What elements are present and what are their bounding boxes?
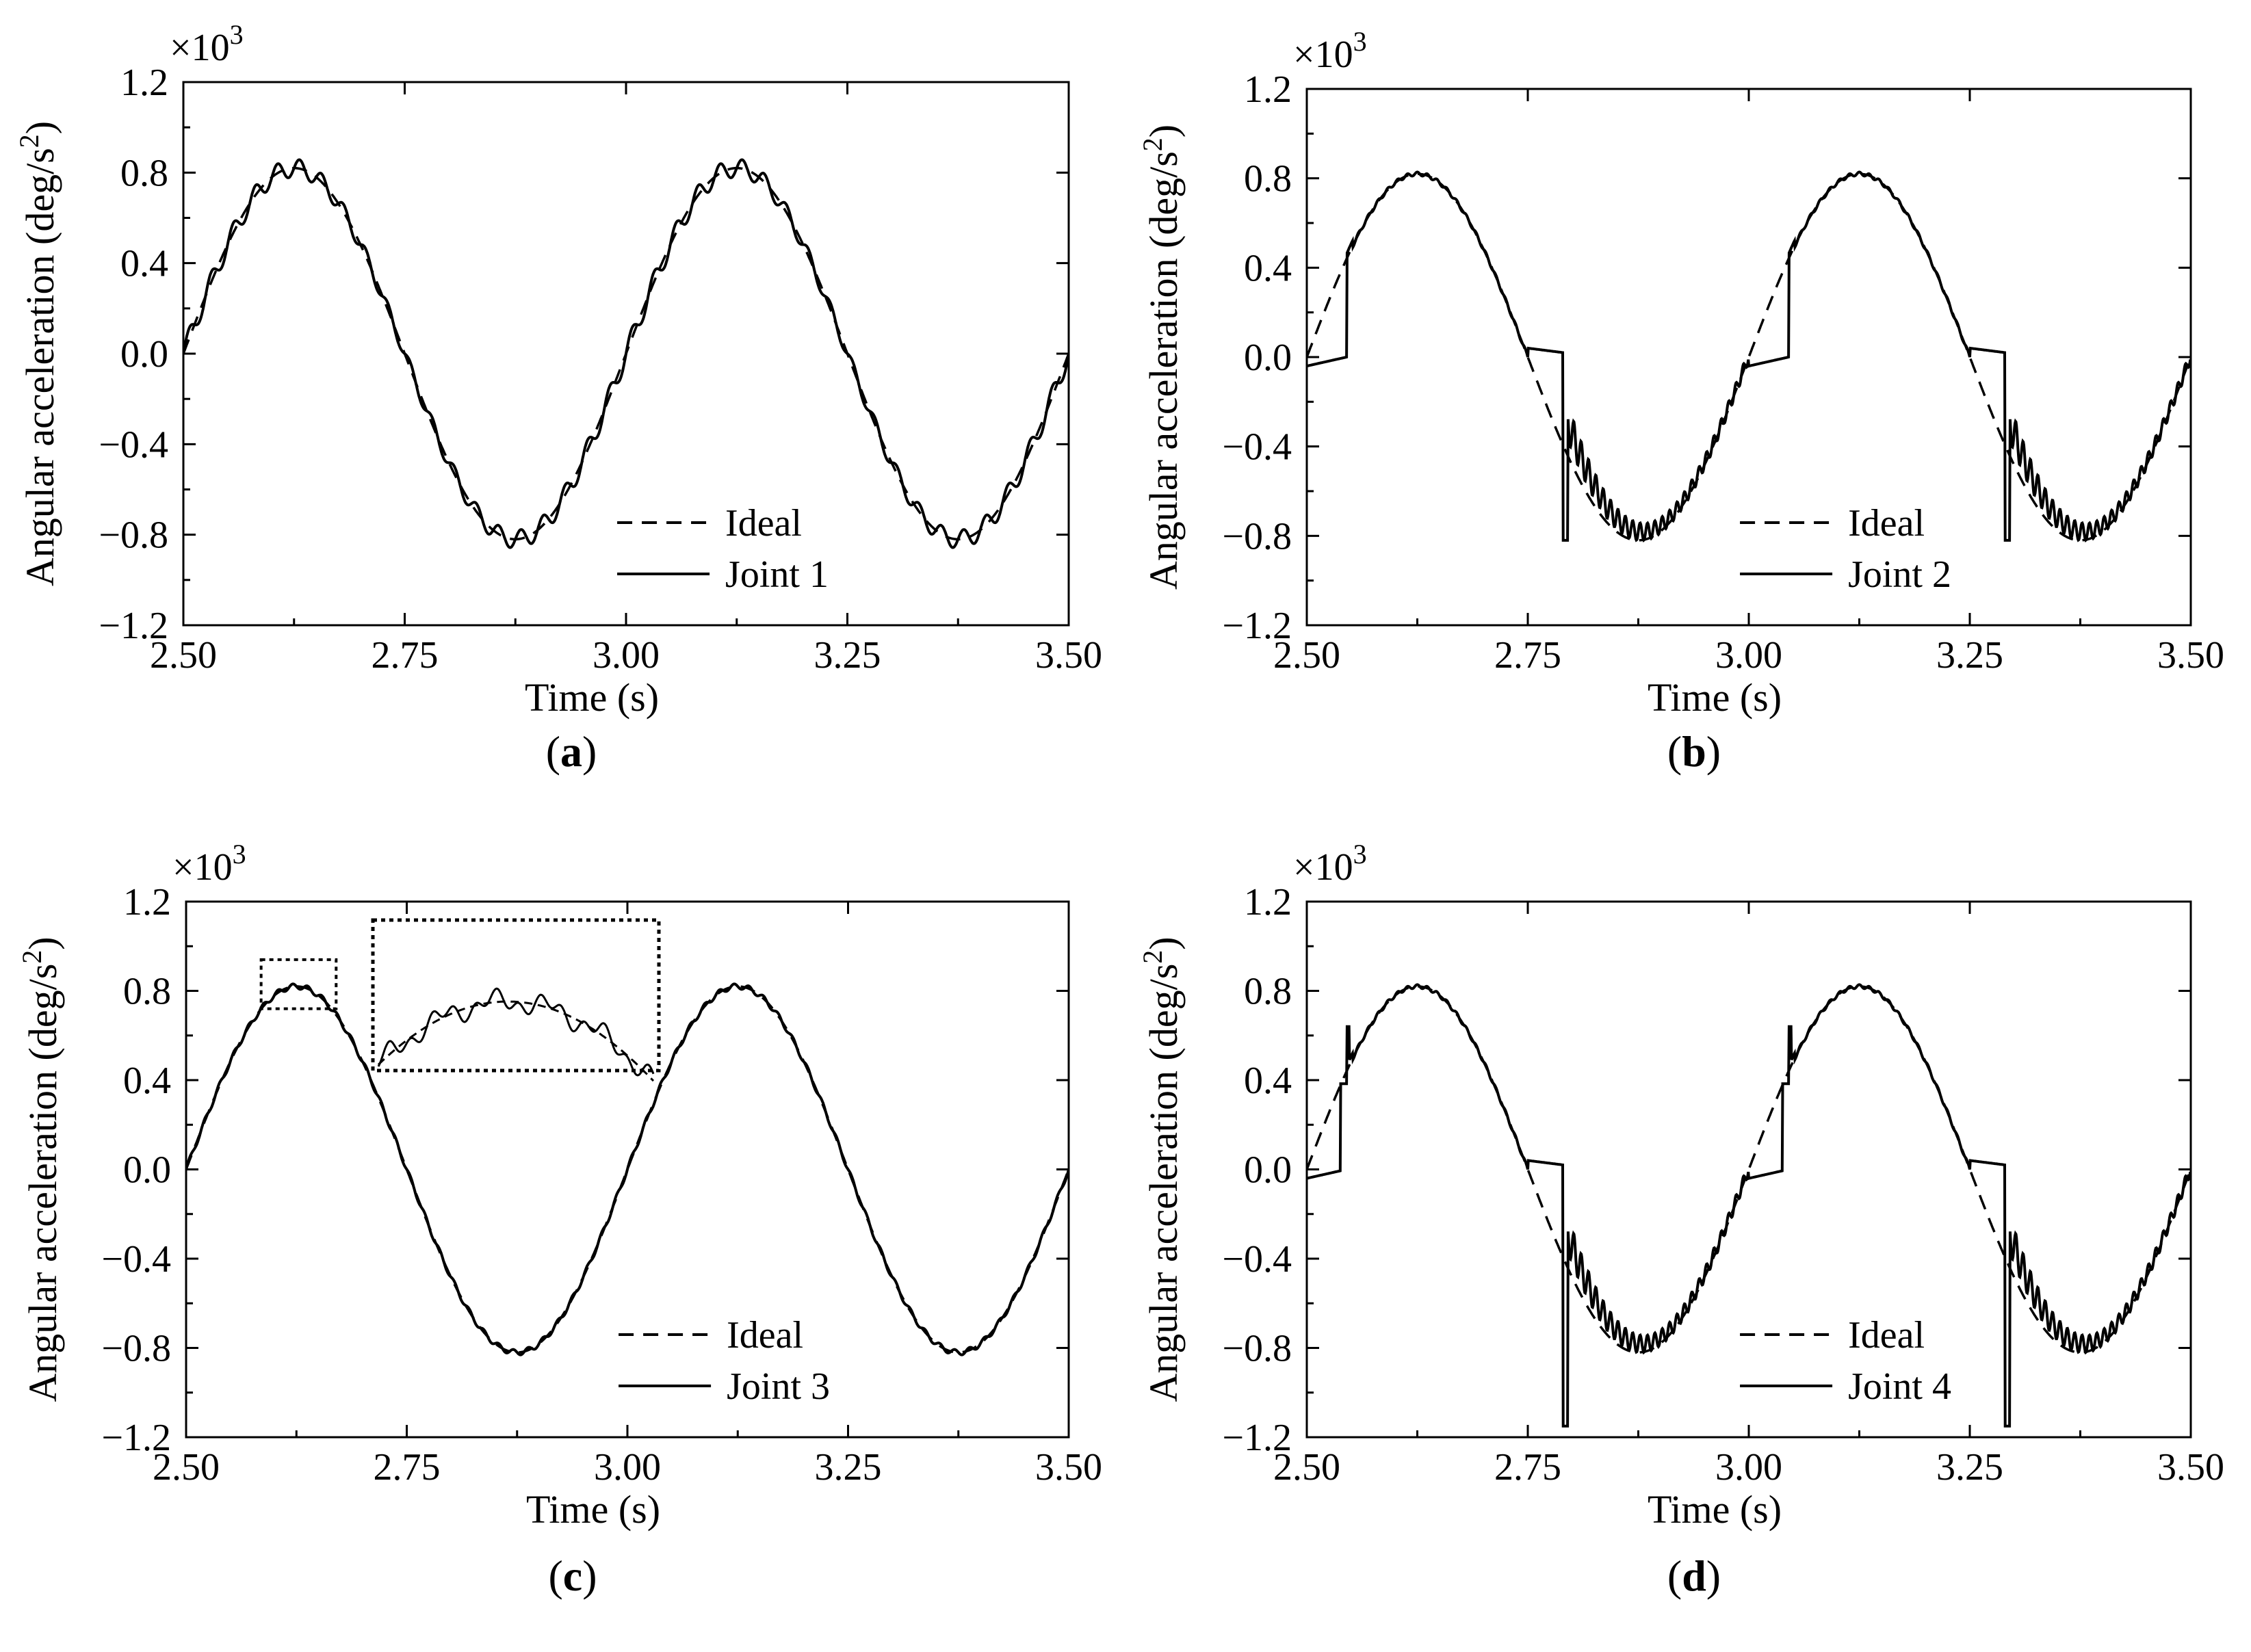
x-tick-label: 3.00 (593, 634, 660, 677)
y-tick-label: 0.0 (120, 333, 168, 376)
x-tick-label: 3.25 (1936, 634, 2003, 677)
series-line-joint-1 (183, 158, 1069, 549)
y-tick-label: −1.2 (99, 605, 168, 647)
y-tick-label: −1.2 (1222, 1417, 1292, 1459)
y-tick-label: −0.8 (101, 1328, 171, 1370)
inset-box (371, 918, 661, 1073)
y-tick-label: −0.8 (1222, 1328, 1292, 1370)
x-tick-label: 2.75 (372, 634, 439, 677)
series-line-joint-3 (186, 982, 1069, 1356)
y-tick-label: 0.4 (123, 1060, 171, 1102)
inset-series-line (377, 987, 655, 1077)
legend-label: Joint 4 (1848, 1365, 1951, 1408)
x-tick-label: 2.75 (1494, 1446, 1561, 1489)
x-tick-label: 3.50 (1035, 634, 1102, 677)
x-tick-label: 2.50 (153, 1446, 220, 1489)
x-tick-label: 2.50 (1273, 634, 1340, 677)
y-tick-label: −0.4 (101, 1238, 171, 1281)
chart-panel-b: 2.50 2.75 3.00 3.25 3.50 −1.2 −0.8 −0.4 0.0 0.4 0.… (1137, 26, 2224, 776)
y-tick-label: −1.2 (101, 1417, 171, 1459)
plot-frame (1305, 88, 2192, 627)
legend-label: Joint 3 (727, 1365, 830, 1408)
x-tick-label: 3.00 (1715, 1446, 1782, 1489)
y-tick-label: −0.4 (99, 423, 168, 466)
chart-panel-a: 2.50 2.75 3.00 3.25 3.50 −1.2 −0.8 −0.4 0.0 0.4 0.… (14, 19, 1102, 776)
series-line-ideal (1307, 172, 2191, 542)
x-axis-label: Time (s) (1648, 675, 1782, 720)
x-tick-label: 2.50 (1273, 1446, 1340, 1489)
y-tick-label: 0.0 (1244, 337, 1292, 379)
x-tick-label: 3.50 (2157, 1446, 2224, 1489)
legend-label: Ideal (725, 502, 802, 545)
y-tick-label: −0.4 (1222, 1238, 1292, 1281)
y-tick-label: 0.8 (120, 152, 168, 194)
axis-multiplier: ×103 (172, 839, 246, 889)
y-tick-label: −0.4 (1222, 426, 1292, 469)
x-tick-label: 2.75 (374, 1446, 441, 1489)
y-axis-label: Angular acceleration (deg/s2) (16, 936, 65, 1402)
x-tick-label: 3.25 (1936, 1446, 2003, 1489)
y-axis-label: Angular acceleration (deg/s2) (14, 121, 62, 586)
x-tick-label: 3.25 (815, 1446, 882, 1489)
legend-label: Joint 2 (1848, 553, 1951, 596)
y-tick-label: 0.0 (123, 1149, 171, 1192)
x-tick-label: 3.00 (594, 1446, 661, 1489)
legend-label: Ideal (1848, 1314, 1925, 1356)
y-tick-label: 1.2 (120, 62, 168, 104)
panel-label: (c) (548, 1551, 597, 1600)
x-axis-label: Time (s) (526, 1487, 660, 1532)
legend-label: Joint 1 (725, 553, 829, 596)
x-tick-label: 3.00 (1715, 634, 1782, 677)
axis-multiplier: ×103 (170, 19, 244, 69)
series-line-joint-4 (1307, 983, 2191, 1428)
axis-multiplier: ×103 (1293, 26, 1367, 76)
y-tick-label: 0.4 (120, 243, 168, 285)
legend-label: Ideal (1848, 502, 1925, 545)
panel-label: (a) (546, 727, 597, 776)
panel-label: (b) (1667, 727, 1721, 776)
y-tick-label: −1.2 (1222, 605, 1292, 647)
y-tick-label: 0.8 (123, 971, 171, 1013)
y-axis-label: Angular acceleration (deg/s2) (1137, 936, 1186, 1402)
x-tick-label: 2.75 (1494, 634, 1561, 677)
plot-frame (1305, 900, 2192, 1439)
inset-series-line (377, 1000, 655, 1082)
x-tick-label: 3.25 (814, 634, 881, 677)
y-tick-label: 0.0 (1244, 1149, 1292, 1192)
legend-label: Ideal (727, 1314, 803, 1356)
chart-panel-c: 2.50 2.75 3.00 3.25 3.50 −1.2 −0.8 −0.4 0.0 0.4 0.… (16, 839, 1102, 1600)
y-tick-label: 1.2 (1244, 68, 1292, 111)
panel-label: (d) (1667, 1551, 1721, 1600)
y-tick-label: 0.8 (1244, 971, 1292, 1013)
x-tick-label: 3.50 (1035, 1446, 1102, 1489)
y-tick-label: −0.8 (1222, 515, 1292, 558)
y-tick-label: 0.4 (1244, 1060, 1292, 1102)
x-tick-label: 3.50 (2157, 634, 2224, 677)
y-tick-label: −0.8 (99, 514, 168, 557)
x-axis-label: Time (s) (1648, 1487, 1782, 1532)
y-tick-label: 0.8 (1244, 158, 1292, 200)
x-axis-label: Time (s) (525, 675, 659, 720)
chart-panel-d: 2.50 2.75 3.00 3.25 3.50 −1.2 −0.8 −0.4 0.0 0.4 0.… (1137, 839, 2224, 1600)
y-tick-label: 1.2 (123, 881, 171, 923)
axis-multiplier: ×103 (1293, 839, 1367, 889)
zoom-region-box (259, 958, 338, 1010)
series-line-joint-2 (1307, 170, 2191, 543)
y-axis-label: Angular acceleration (deg/s2) (1137, 124, 1186, 590)
x-tick-label: 2.50 (150, 634, 217, 677)
y-tick-label: 1.2 (1244, 881, 1292, 923)
series-line-ideal (1307, 985, 2191, 1354)
y-tick-label: 0.4 (1244, 247, 1292, 289)
